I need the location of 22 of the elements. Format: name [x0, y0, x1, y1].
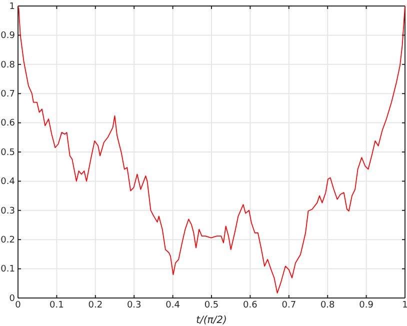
- x-tick-label: 1: [402, 300, 407, 310]
- x-tick-label: 0.5: [204, 300, 219, 310]
- y-tick-label: 1: [9, 2, 15, 12]
- y-tick-label: 0.5: [0, 148, 15, 158]
- y-tick-label: 0.2: [0, 235, 15, 246]
- y-tick-label: 0.6: [0, 118, 16, 129]
- x-tick-label: 0.6: [243, 300, 258, 310]
- x-tick-label: 0.2: [88, 300, 103, 310]
- y-tick-label: 0.7: [0, 89, 15, 100]
- x-tick-label: 0.8: [320, 300, 336, 310]
- x-tick-label: 0.9: [359, 300, 374, 310]
- y-tick-label: 0.4: [0, 177, 16, 188]
- y-tick-label: 0.8: [0, 60, 16, 70]
- y-tick-label: 0: [9, 294, 16, 304]
- x-axis-title: t/(π/2): [196, 315, 227, 326]
- x-tick-label: 0.7: [282, 300, 296, 310]
- y-tick-label: 0.9: [0, 31, 16, 42]
- y-tick-label: 0.3: [0, 206, 15, 216]
- x-tick-label: 0.1: [50, 300, 64, 310]
- x-tick-label: 0.4: [166, 300, 180, 310]
- x-tick-label: 0.3: [126, 300, 142, 310]
- y-tick-label: 0.1: [0, 264, 15, 275]
